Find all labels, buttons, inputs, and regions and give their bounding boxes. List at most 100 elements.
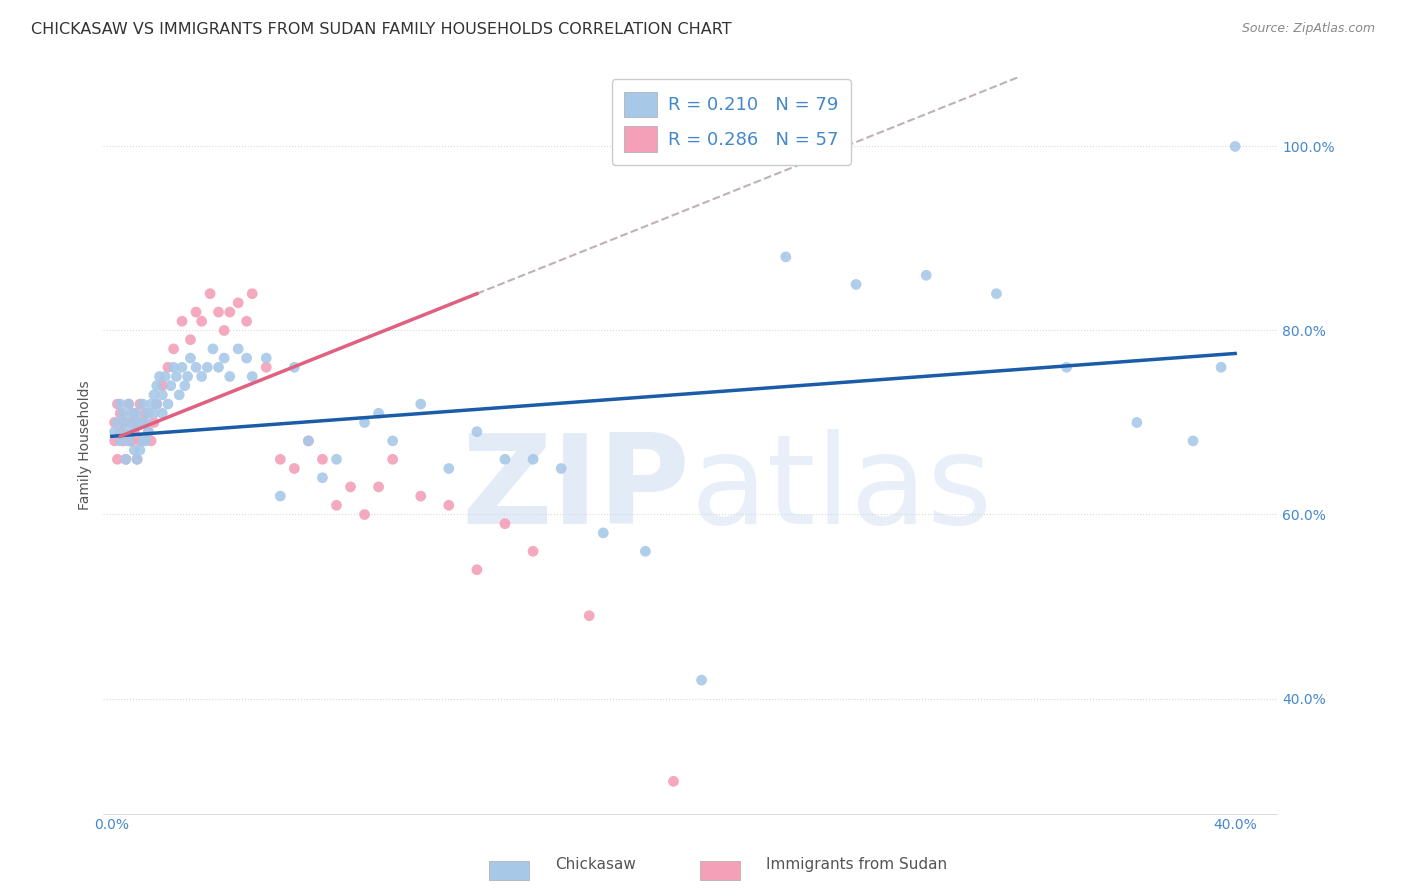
Point	[167, 388, 190, 402]
Point	[148, 369, 170, 384]
Point	[125, 416, 148, 430]
Point	[118, 434, 141, 448]
Point	[131, 416, 153, 430]
Point	[124, 406, 146, 420]
Point	[179, 351, 201, 365]
Point	[142, 416, 165, 430]
Point	[634, 544, 657, 558]
Point	[156, 397, 179, 411]
Point	[125, 452, 148, 467]
Point	[107, 452, 129, 467]
Point	[118, 397, 141, 411]
Point	[269, 452, 291, 467]
Point	[145, 378, 167, 392]
Point	[235, 351, 257, 365]
Point	[235, 314, 257, 328]
Point	[184, 360, 207, 375]
Text: Source: ZipAtlas.com: Source: ZipAtlas.com	[1241, 22, 1375, 36]
Point	[110, 434, 132, 448]
Point	[121, 416, 143, 430]
Point	[494, 516, 516, 531]
Point	[159, 378, 181, 392]
Point	[110, 425, 132, 439]
Point	[150, 388, 173, 402]
Point	[112, 416, 135, 430]
Point	[325, 452, 347, 467]
Point	[128, 416, 150, 430]
Point	[311, 452, 333, 467]
Point	[139, 397, 162, 411]
Point	[381, 434, 404, 448]
Point	[112, 434, 135, 448]
Point	[128, 397, 150, 411]
Legend: R = 0.210   N = 79, R = 0.286   N = 57: R = 0.210 N = 79, R = 0.286 N = 57	[612, 79, 851, 164]
Point	[104, 434, 127, 448]
Point	[124, 425, 146, 439]
Point	[1056, 360, 1078, 375]
Point	[134, 416, 156, 430]
Point	[170, 360, 193, 375]
Point	[367, 406, 389, 420]
Point	[195, 360, 218, 375]
Point	[145, 397, 167, 411]
Point	[115, 452, 138, 467]
Point	[131, 434, 153, 448]
Point	[121, 425, 143, 439]
Point	[131, 397, 153, 411]
Point	[115, 416, 138, 430]
Point	[150, 378, 173, 392]
Point	[145, 397, 167, 411]
Point	[107, 416, 129, 430]
Point	[218, 369, 240, 384]
Point	[367, 480, 389, 494]
Point	[207, 305, 229, 319]
Point	[110, 397, 132, 411]
Point	[381, 452, 404, 467]
Point	[162, 342, 184, 356]
Point	[198, 286, 221, 301]
Point	[153, 369, 176, 384]
Point	[170, 314, 193, 328]
Point	[190, 369, 212, 384]
Point	[124, 443, 146, 458]
Point	[297, 434, 319, 448]
Point	[125, 406, 148, 420]
Point	[128, 434, 150, 448]
Point	[226, 296, 249, 310]
Point	[240, 369, 263, 384]
Point	[218, 305, 240, 319]
Text: ZIP: ZIP	[461, 429, 690, 550]
Point	[662, 774, 685, 789]
Point	[121, 434, 143, 448]
Point	[409, 489, 432, 503]
Point	[550, 461, 572, 475]
Point	[162, 360, 184, 375]
Point	[104, 416, 127, 430]
Point	[115, 416, 138, 430]
Point	[134, 406, 156, 420]
Point	[125, 452, 148, 467]
Point	[986, 286, 1008, 301]
Point	[465, 425, 488, 439]
Point	[134, 434, 156, 448]
Point	[437, 498, 460, 512]
Point	[311, 471, 333, 485]
Point	[522, 544, 544, 558]
Point	[1126, 416, 1149, 430]
Point	[522, 452, 544, 467]
Point	[136, 406, 159, 420]
Point	[201, 342, 224, 356]
Point	[121, 406, 143, 420]
Point	[118, 397, 141, 411]
Text: Chickasaw: Chickasaw	[555, 857, 637, 872]
Point	[176, 369, 198, 384]
Point	[150, 406, 173, 420]
Point	[173, 378, 195, 392]
Point	[115, 452, 138, 467]
Point	[107, 397, 129, 411]
Point	[165, 369, 187, 384]
Point	[297, 434, 319, 448]
Point	[104, 425, 127, 439]
Point	[179, 333, 201, 347]
Point	[226, 342, 249, 356]
